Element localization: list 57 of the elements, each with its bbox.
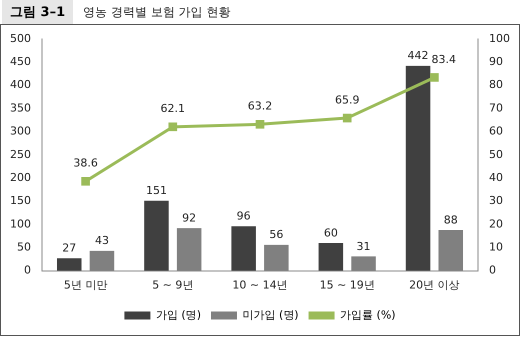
y2-tick-label: 90 [489, 55, 504, 68]
y2-tick-label: 0 [489, 264, 496, 277]
y2-tick-label: 10 [489, 240, 504, 254]
y2-tick-label: 50 [489, 148, 504, 161]
data-label: 31 [356, 240, 371, 253]
data-label: 62.1 [160, 102, 186, 116]
y2-tick-label: 100 [489, 32, 510, 45]
y-tick-label: 400 [10, 78, 31, 92]
data-label: 27 [62, 242, 76, 255]
y2-tick-label: 60 [489, 124, 504, 138]
y-tick-label: 500 [10, 32, 31, 45]
data-label: 38.6 [73, 156, 98, 170]
data-label: 60 [324, 226, 338, 240]
x-tick-label: 10 ~ 14년 [232, 278, 288, 292]
y-tick-label: 300 [10, 124, 31, 138]
y-tick-label: 0 [24, 264, 31, 277]
legend-label: 가입 (명) [156, 308, 201, 322]
x-tick-label: 15 ~ 19년 [320, 278, 375, 292]
y-tick-label: 200 [10, 170, 31, 184]
data-label: 65.9 [334, 93, 360, 106]
y-tick-label: 350 [10, 101, 31, 114]
legend-label: 미가입 (명) [242, 308, 299, 322]
y-tick-label: 100 [10, 217, 31, 230]
bar [144, 200, 169, 271]
y-tick-label: 250 [10, 148, 31, 161]
data-label: 442 [408, 49, 429, 62]
chart-subtitle: 영농 경력별 보험 가입 현황 [83, 4, 230, 20]
data-label: 92 [182, 212, 196, 225]
data-label: 96 [236, 210, 251, 223]
point [430, 73, 439, 82]
bar [56, 258, 82, 271]
point [168, 122, 178, 132]
data-label: 88 [444, 213, 458, 226]
y2-tick-label: 30 [489, 194, 504, 208]
y2-tick-label: 20 [489, 217, 504, 230]
data-label: 63.2 [248, 100, 272, 113]
x-tick-label: 5년 미만 [64, 278, 108, 292]
y-tick-label: 50 [16, 240, 31, 254]
data-label: 56 [269, 228, 284, 242]
data-label: 43 [94, 234, 109, 248]
bar [406, 66, 430, 271]
chart-title: 그림 3–1 [2, 0, 74, 24]
y2-tick-label: 40 [489, 170, 504, 184]
x-tick-label: 20년 이상 [409, 278, 460, 292]
bar [318, 242, 344, 271]
data-label: 151 [146, 184, 167, 198]
x-tick-label: 5 ~ 9년 [152, 278, 194, 292]
data-label: 83.4 [432, 52, 456, 66]
y-tick-label: 150 [10, 194, 31, 208]
legend-label: 가입률 (%) [340, 308, 396, 322]
bar [231, 226, 256, 271]
point [256, 120, 264, 129]
point [342, 114, 352, 122]
y2-tick-label: 80 [489, 78, 504, 92]
y-tick-label: 450 [10, 55, 31, 68]
point [81, 176, 90, 186]
y2-tick-label: 70 [489, 101, 504, 114]
